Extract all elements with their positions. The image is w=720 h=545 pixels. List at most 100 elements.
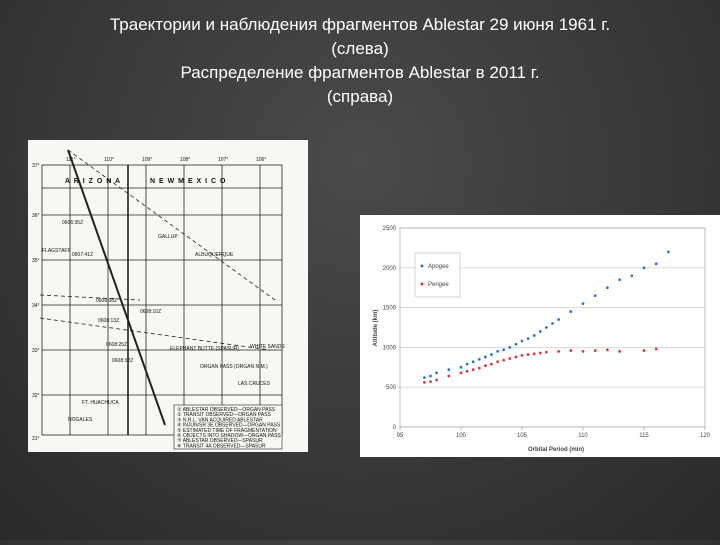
x-tick-label: 110	[578, 433, 588, 439]
x-tick-label: 100	[456, 433, 467, 439]
city-label: GALLUP	[158, 234, 178, 240]
point	[642, 349, 646, 352]
map-legend-box	[173, 404, 283, 450]
point	[545, 350, 548, 354]
city-label: FLAGSTAFF	[42, 248, 71, 254]
point	[606, 286, 609, 290]
latitude-label: 32°	[32, 393, 40, 399]
point	[496, 349, 499, 353]
x-tick-label: 105	[517, 433, 528, 439]
point	[465, 369, 469, 373]
point	[447, 368, 451, 372]
time-label: 0608:13Z	[98, 318, 119, 324]
title-line: Траектории и наблюдения фрагментов Ables…	[110, 15, 610, 34]
latitude-label: 37°	[32, 163, 40, 169]
point	[477, 357, 481, 361]
point	[477, 366, 481, 370]
time-label: 0608:32Z	[112, 358, 133, 364]
point	[429, 380, 432, 384]
point	[654, 262, 658, 266]
point	[502, 348, 506, 352]
point	[484, 355, 487, 359]
point	[667, 250, 670, 254]
map: A R I Z O N A N E W M E X I C O FLAGSTAF…	[28, 140, 308, 452]
point	[520, 353, 524, 357]
point	[538, 330, 542, 333]
y-tick-label: 0	[393, 425, 397, 431]
time-label: 0608:25Z	[106, 342, 127, 348]
point	[526, 353, 530, 356]
city-label: ELEPHANT BUTTE (SPASUR)	[170, 346, 239, 352]
longitude-label: 109°	[142, 157, 152, 163]
point	[429, 374, 432, 378]
point	[581, 349, 585, 353]
title-line: Распределение фрагментов Ablestar в 2011…	[180, 63, 539, 82]
point	[569, 349, 573, 352]
longitude-label: 108°	[180, 157, 190, 163]
point	[593, 294, 597, 298]
y-tick-label: 2000	[383, 266, 397, 272]
point	[538, 351, 542, 355]
latitude-label: 34°	[32, 303, 40, 309]
city-label: ORGAN PASS (ORGAN N.M.)	[200, 364, 268, 370]
map-legend-item: ⑥ OBJECTS INTO SHADOW—ORGAN PASS	[177, 433, 281, 439]
legend-label: Perigee	[428, 282, 449, 288]
map-legend-item: ② TRANSIT OBSERVED—ORGAN PASS	[177, 412, 272, 418]
point	[514, 342, 518, 346]
y-tick-label: 500	[386, 385, 397, 391]
longitude-label: 106°	[256, 157, 266, 163]
city-label: LAS CRUCES	[238, 381, 271, 387]
point	[545, 326, 548, 329]
plot-frame	[399, 227, 706, 428]
map-legend-item: ⑦ ABLESTAR OBSERVED—SPASUR	[177, 438, 263, 444]
point	[508, 357, 512, 360]
point	[569, 310, 573, 313]
city-label: NOGALES	[68, 417, 93, 423]
point	[423, 376, 426, 380]
map-background	[28, 140, 308, 452]
x-tick-label: 95	[397, 433, 404, 439]
legend-label: Apogee	[428, 264, 449, 270]
latitude-label: 36°	[32, 213, 40, 219]
point	[593, 349, 597, 352]
point	[532, 334, 536, 337]
map-legend-item: ③ N.R.L. VAN ACQUIRED ABLESTAR	[177, 417, 263, 423]
point	[435, 378, 438, 382]
y-axis-label: Altitude (km)	[373, 310, 379, 347]
time-label: 0608:08Z	[96, 298, 117, 304]
city-label: FT. HUACHUCA	[82, 400, 119, 406]
longitude-label: 111°	[66, 157, 76, 163]
point	[471, 360, 475, 364]
point	[496, 360, 499, 364]
point	[551, 322, 554, 325]
point	[630, 274, 634, 278]
y-tick-label: 2500	[383, 226, 397, 232]
point	[557, 318, 560, 321]
point	[484, 364, 487, 368]
x-axis-label: Orbital Period (min)	[528, 447, 584, 453]
point	[606, 348, 609, 352]
x-tick-label: 115	[639, 433, 649, 439]
point	[581, 302, 585, 306]
state-label: N E W M E X I C O	[150, 178, 227, 185]
point	[490, 362, 493, 366]
map-legend-item: ④ INJUN/SR 3E OBSERVED—ORGAN PASS	[177, 423, 281, 429]
point	[423, 381, 426, 384]
x-tick-label: 120	[700, 433, 711, 439]
point	[435, 371, 438, 375]
legend-box	[414, 252, 461, 298]
chart: Orbital Period (min) Altitude (km) 0 500 1…	[373, 226, 711, 453]
city-label: WHITE SANDS	[250, 344, 285, 350]
point	[447, 374, 451, 378]
time-label: 0608:10Z	[140, 309, 161, 315]
y-tick-label: 1500	[383, 306, 397, 312]
point	[465, 362, 469, 366]
title-line: (справа)	[327, 87, 393, 106]
point	[526, 337, 530, 341]
point	[532, 352, 536, 356]
state-label: A R I Z O N A	[65, 178, 121, 185]
y-tick-label: 1000	[383, 345, 397, 351]
point	[459, 371, 463, 375]
time-label: 0606:35Z	[62, 220, 83, 226]
point	[654, 347, 658, 351]
